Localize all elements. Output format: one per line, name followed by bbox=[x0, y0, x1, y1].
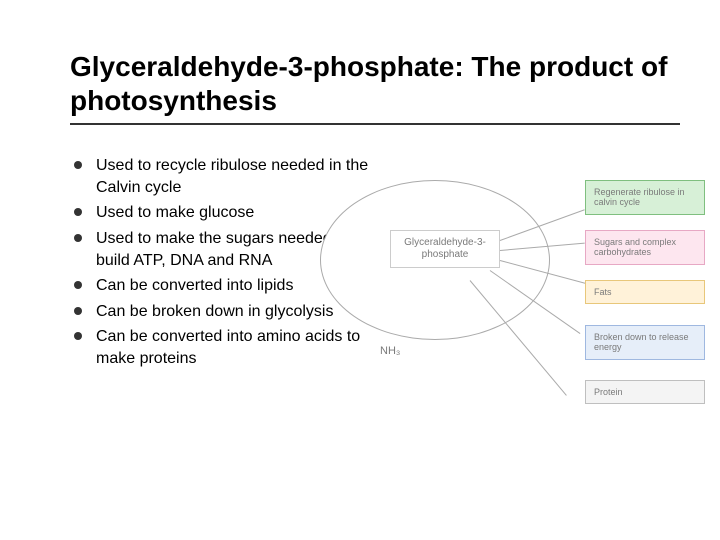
slide-title: Glyceraldehyde-3-phosphate: The product … bbox=[70, 50, 680, 125]
diagram-output-box: Sugars and complex carbohydrates bbox=[585, 230, 705, 265]
diagram-output-box: Fats bbox=[585, 280, 705, 304]
diagram-side-label: NH₃ bbox=[380, 345, 400, 357]
bullet-item: Used to recycle ribulose needed in the C… bbox=[70, 155, 370, 198]
diagram-output-box: Regenerate ribulose in calvin cycle bbox=[585, 180, 705, 215]
diagram-output-box: Broken down to release energy bbox=[585, 325, 705, 360]
diagram-center-label: Glyceraldehyde-3-phosphate bbox=[390, 230, 500, 268]
bullet-item: Used to make glucose bbox=[70, 202, 370, 224]
slide: Glyceraldehyde-3-phosphate: The product … bbox=[0, 0, 720, 540]
diagram: Glyceraldehyde-3-phosphate NH₃ Regenerat… bbox=[350, 170, 720, 430]
bullet-item: Can be converted into amino acids to mak… bbox=[70, 326, 370, 369]
diagram-output-box: Protein bbox=[585, 380, 705, 404]
bullet-item: Can be broken down in glycolysis bbox=[70, 301, 370, 323]
